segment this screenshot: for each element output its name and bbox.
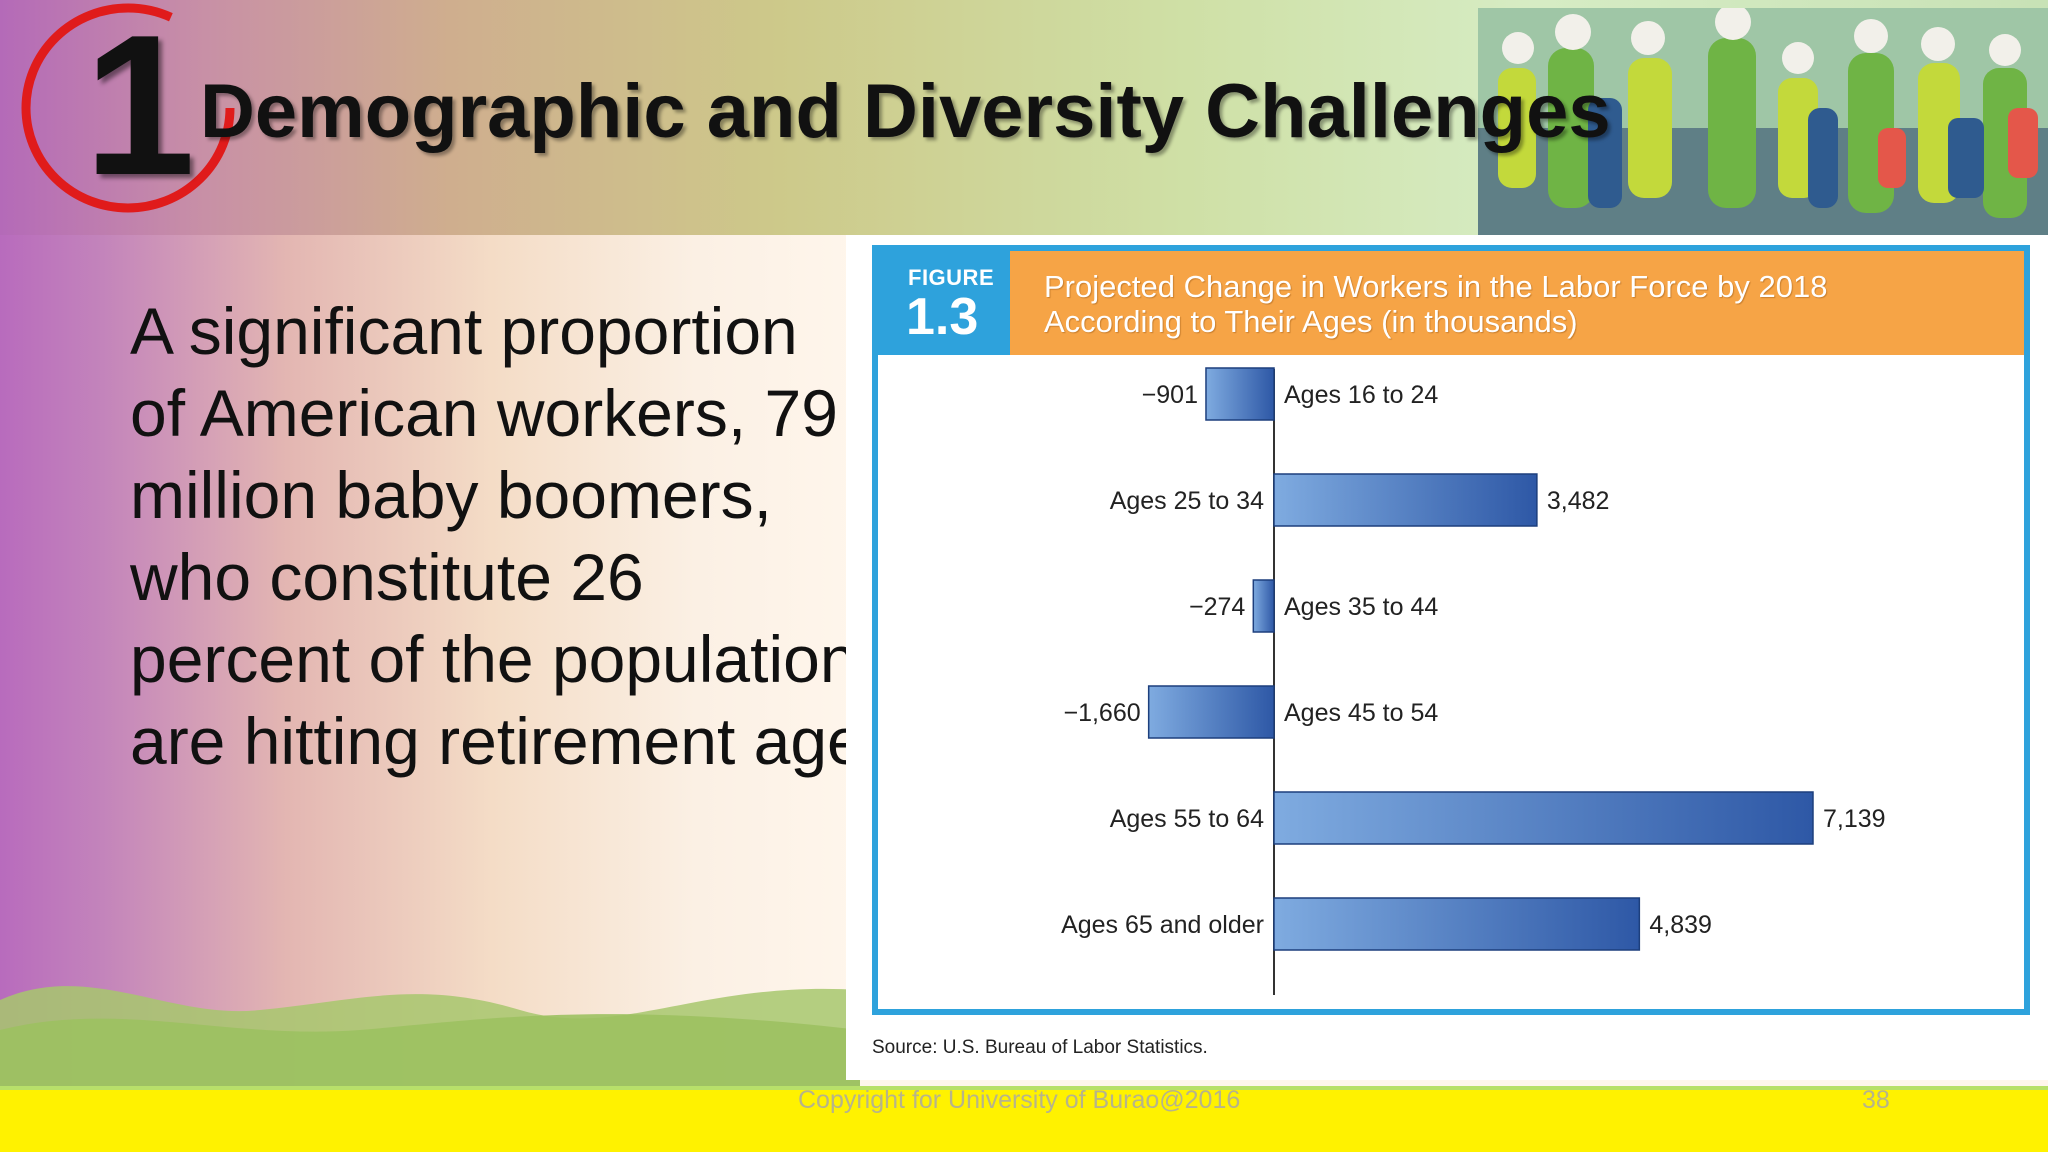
category-label: Ages 35 to 44	[1284, 593, 1438, 621]
bar-ages-25-to-34	[1273, 473, 1538, 527]
figure-source: Source: U.S. Bureau of Labor Statistics.	[872, 1037, 1208, 1058]
category-label: Ages 55 to 64	[1110, 805, 1264, 833]
value-label: 7,139	[1823, 805, 1886, 833]
section-number: 1	[84, 0, 195, 217]
figure-label-word: FIGURE	[908, 265, 995, 290]
bar-ages-65-and-older	[1273, 897, 1641, 951]
category-label: Ages 16 to 24	[1284, 381, 1438, 409]
value-label: −274	[1189, 593, 1245, 621]
bar-ages-45-to-54	[1147, 685, 1275, 739]
figure-title-line-2: According to Their Ages (in thousands)	[1044, 304, 1578, 339]
value-label: 3,482	[1547, 487, 1610, 515]
category-label: Ages 45 to 54	[1284, 699, 1438, 727]
page-number: 38	[1862, 1086, 1890, 1114]
bar-ages-35-to-44	[1252, 579, 1275, 633]
bar-ages-55-to-64	[1273, 791, 1814, 845]
body-text: A significant proportion of American wor…	[130, 294, 864, 778]
numeral-ring	[21, 3, 235, 213]
figure-frame: FIGURE 1.3 Projected Change in Workers i…	[872, 245, 2030, 1015]
value-label: −901	[1142, 381, 1198, 409]
bar-ages-16-to-24	[1205, 367, 1275, 421]
value-label: 4,839	[1649, 911, 1712, 939]
figure-title: Projected Change in Workers in the Labor…	[1044, 269, 2004, 339]
category-label: Ages 65 and older	[1061, 911, 1264, 939]
figure-panel: FIGURE 1.3 Projected Change in Workers i…	[846, 235, 2048, 1080]
figure-title-line-1: Projected Change in Workers in the Labor…	[1044, 269, 1828, 304]
crowd-illustration	[1478, 8, 2048, 235]
hills-decoration	[0, 986, 860, 1100]
footer-bar	[0, 1086, 2048, 1152]
value-label: −1,660	[1063, 699, 1140, 727]
figure-header: FIGURE 1.3 Projected Change in Workers i…	[878, 251, 2024, 355]
figure-tag: FIGURE 1.3	[878, 251, 1010, 355]
figure-label-number: 1.3	[906, 288, 979, 346]
category-label: Ages 25 to 34	[1110, 487, 1264, 515]
bar-chart: Ages 16 to 24 −901 Ages 25 to 34 3,482 Ages …	[1061, 367, 1886, 995]
slide-title: Demographic and Diversity Challenges	[200, 69, 1611, 154]
footer-copyright: Copyright for University of Burao@2016	[798, 1086, 1241, 1114]
